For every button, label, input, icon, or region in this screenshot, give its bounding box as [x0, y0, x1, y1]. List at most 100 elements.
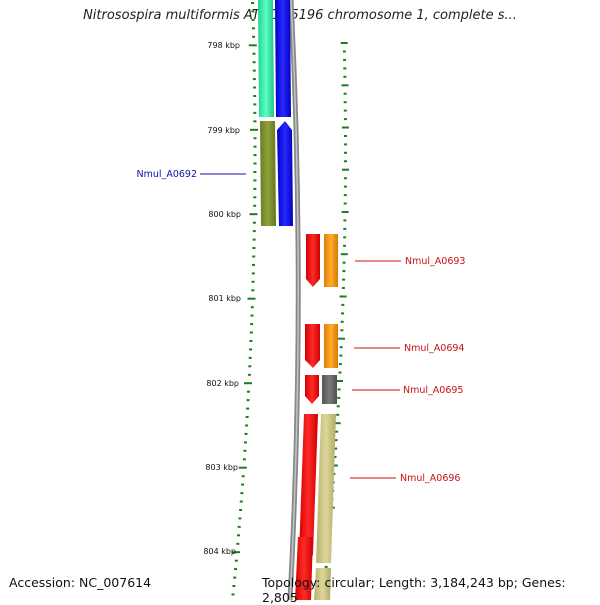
- ruler-minor-tick: [239, 509, 243, 511]
- ruler-minor-tick: [251, 27, 255, 30]
- outer-ruler-minor-tick: [343, 67, 347, 70]
- outer-ruler-minor-tick: [343, 227, 347, 230]
- gene-label-Nmul_A0695[interactable]: Nmul_A0695: [403, 385, 463, 396]
- ruler-minor-tick: [253, 95, 257, 97]
- outer-ruler-major-tick: [341, 211, 349, 213]
- ruler-minor-tick: [252, 78, 256, 81]
- gene-label-Nmul_A0692[interactable]: Nmul_A0692: [137, 169, 197, 180]
- ruler-major-tick: [248, 44, 257, 47]
- ruler-minor-tick: [252, 238, 256, 241]
- outer-ruler-major-tick: [340, 253, 348, 256]
- gene-label-Nmul_A0693[interactable]: Nmul_A0693: [405, 256, 465, 267]
- ruler-minor-tick: [234, 568, 237, 571]
- map-title: Nitrosospira multiformis ATCC 25196 chro…: [83, 8, 517, 23]
- outer-ruler-minor-tick: [336, 413, 340, 416]
- cds-forward-upstream[interactable]: [275, 0, 291, 117]
- kbp-label: 804 kbp: [203, 547, 236, 556]
- ruler-minor-tick: [247, 390, 250, 393]
- ruler-minor-tick: [252, 247, 256, 249]
- ruler-minor-tick: [249, 340, 253, 342]
- gene-label-Nmul_A0696[interactable]: Nmul_A0696: [400, 473, 460, 484]
- outer-ruler-minor-tick: [340, 320, 344, 323]
- ruler-minor-tick: [249, 348, 253, 351]
- outer-ruler-minor-tick: [343, 58, 347, 61]
- cog-feature-grey[interactable]: [322, 375, 337, 404]
- kbp-label: 799 kbp: [207, 126, 240, 135]
- kbp-label: 803 kbp: [205, 463, 238, 472]
- outer-ruler-major-tick: [339, 295, 347, 298]
- outer-ruler-minor-tick: [343, 194, 347, 197]
- ruler-minor-tick: [246, 407, 250, 410]
- outer-ruler-minor-tick: [324, 565, 328, 568]
- cds-reverse-Nmul_A0696[interactable]: [299, 414, 318, 563]
- outer-ruler-minor-tick: [343, 75, 347, 78]
- cds-reverse-downstream[interactable]: [295, 537, 313, 600]
- ruler-minor-tick: [253, 111, 257, 114]
- outer-ruler-major-tick: [341, 126, 349, 129]
- cog-feature-orange[interactable]: [324, 324, 338, 368]
- kbp-label: 802 kbp: [206, 379, 239, 388]
- ruler-minor-tick: [248, 356, 252, 359]
- ruler-minor-tick: [232, 585, 236, 587]
- ruler-minor-tick: [237, 525, 241, 528]
- ruler-minor-tick: [252, 255, 256, 258]
- outer-ruler-minor-tick: [343, 109, 347, 112]
- ruler-minor-tick: [231, 593, 235, 596]
- outer-ruler-minor-tick: [344, 151, 347, 154]
- ruler-minor-tick: [253, 171, 257, 173]
- outer-ruler-major-tick: [338, 337, 345, 340]
- cds-reverse-Nmul_A0693[interactable]: [306, 234, 320, 287]
- ruler-minor-tick: [251, 18, 255, 21]
- outer-ruler-minor-tick: [343, 185, 347, 188]
- cds-reverse-Nmul_A0694[interactable]: [305, 324, 320, 368]
- outer-ruler-major-tick: [340, 42, 348, 44]
- gene-label-Nmul_A0694[interactable]: Nmul_A0694: [404, 343, 464, 354]
- cog-feature-teal[interactable]: [258, 0, 274, 117]
- ruler-minor-tick: [243, 449, 247, 452]
- ruler-minor-tick: [251, 2, 255, 4]
- cog-feature-olive[interactable]: [260, 121, 276, 226]
- ruler-minor-tick: [241, 483, 245, 486]
- outer-ruler-minor-tick: [334, 439, 338, 442]
- outer-ruler-major-tick: [341, 84, 349, 87]
- ruler-minor-tick: [253, 137, 257, 140]
- outer-ruler-minor-tick: [343, 101, 347, 104]
- ruler-minor-tick: [252, 69, 256, 72]
- ruler-minor-tick: [252, 263, 255, 266]
- ruler-major-tick: [232, 551, 240, 554]
- ruler-minor-tick: [250, 314, 254, 317]
- cog-feature-khaki[interactable]: [316, 414, 336, 563]
- kbp-ruler: [231, 2, 258, 596]
- ruler-minor-tick: [249, 331, 253, 334]
- ruler-minor-tick: [252, 61, 256, 64]
- outer-ruler-major-tick: [336, 380, 344, 382]
- cog-feature-orange[interactable]: [324, 234, 338, 287]
- ruler-minor-tick: [239, 500, 243, 503]
- outer-ruler-minor-tick: [339, 354, 343, 357]
- ruler-minor-tick: [253, 179, 257, 182]
- ruler-major-tick: [247, 297, 256, 300]
- ruler-minor-tick: [245, 416, 249, 418]
- kbp-label: 798 kbp: [207, 41, 240, 50]
- ruler-minor-tick: [233, 576, 237, 579]
- ruler-minor-tick: [253, 120, 257, 123]
- ruler-minor-tick: [246, 399, 250, 402]
- genome-backbone-highlight: [289, 0, 300, 600]
- outer-ruler-minor-tick: [342, 50, 346, 53]
- outer-ruler-minor-tick: [343, 177, 347, 180]
- ruler-minor-tick: [250, 323, 254, 326]
- outer-ruler-minor-tick: [342, 261, 346, 264]
- outer-ruler-minor-tick: [344, 143, 347, 146]
- ruler-major-tick: [244, 382, 252, 385]
- cds-forward-Nmul_A0692[interactable]: [277, 121, 293, 226]
- outer-ruler-minor-tick: [335, 430, 339, 433]
- outer-ruler-minor-tick: [333, 456, 337, 458]
- cog-feature-khaki[interactable]: [314, 568, 331, 600]
- outer-ruler-minor-tick: [341, 287, 345, 289]
- outer-ruler-minor-tick: [341, 312, 344, 315]
- outer-ruler-minor-tick: [341, 303, 345, 306]
- ruler-minor-tick: [253, 187, 257, 190]
- cds-reverse-Nmul_A0695[interactable]: [305, 375, 319, 404]
- ruler-minor-tick: [251, 10, 255, 13]
